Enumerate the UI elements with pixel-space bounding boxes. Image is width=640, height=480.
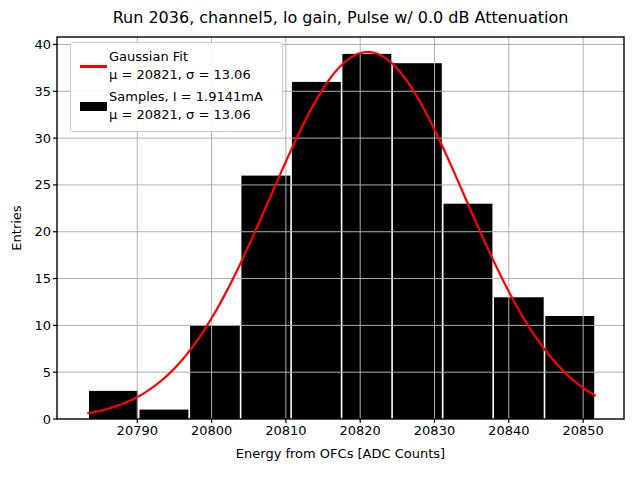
x-axis-label: Energy from OFCs [ADC Counts] xyxy=(57,446,624,461)
legend: Gaussian Fit μ = 20821, σ = 13.06 Sample… xyxy=(70,42,283,132)
histogram-bar xyxy=(241,176,290,419)
x-tick-label: 20810 xyxy=(265,423,306,438)
y-tick-label: 20 xyxy=(34,224,51,239)
legend-label-samples: Samples, I = 1.9141mA xyxy=(109,88,263,106)
legend-sublabel-gaussian-fit: μ = 20821, σ = 13.06 xyxy=(109,66,251,84)
x-tick-label: 20820 xyxy=(340,423,381,438)
y-tick-label: 40 xyxy=(34,37,51,52)
x-tick-label: 20830 xyxy=(414,423,455,438)
y-axis-label: Entries xyxy=(9,205,24,250)
histogram-bar xyxy=(444,204,493,419)
y-tick-label: 30 xyxy=(34,131,51,146)
histogram-bar xyxy=(545,316,594,419)
legend-sublabel-samples: μ = 20821, σ = 13.06 xyxy=(109,106,263,124)
figure: 20790 20800 20810 20820 20830 20840 20850 0 5 10 1… xyxy=(0,0,640,480)
legend-entry-gaussian-fit: Gaussian Fit μ = 20821, σ = 13.06 xyxy=(77,48,274,85)
y-tick-label: 25 xyxy=(34,177,51,192)
chart-title: Run 2036, channel5, lo gain, Pulse w/ 0.… xyxy=(57,8,624,27)
histogram-bar xyxy=(89,391,138,419)
y-tick-label: 10 xyxy=(34,318,51,333)
y-tick-label: 0 xyxy=(43,412,51,427)
x-tick-label: 20800 xyxy=(191,423,232,438)
legend-entry-samples: Samples, I = 1.9141mA μ = 20821, σ = 13.… xyxy=(77,88,274,125)
histogram-bar xyxy=(140,410,189,419)
x-tick-label: 20850 xyxy=(562,423,603,438)
samples-bar-swatch-icon xyxy=(80,102,107,111)
x-tick-label: 20790 xyxy=(117,423,158,438)
legend-label-gaussian-fit: Gaussian Fit xyxy=(109,48,251,66)
x-tick-label: 20840 xyxy=(488,423,529,438)
y-tick-label: 15 xyxy=(34,271,51,286)
histogram-bar xyxy=(342,54,391,419)
histogram-bar xyxy=(494,297,544,419)
y-tick-label: 35 xyxy=(34,84,51,99)
y-tick-label: 5 xyxy=(43,365,51,380)
gaussian-fit-line-swatch-icon xyxy=(80,65,107,68)
